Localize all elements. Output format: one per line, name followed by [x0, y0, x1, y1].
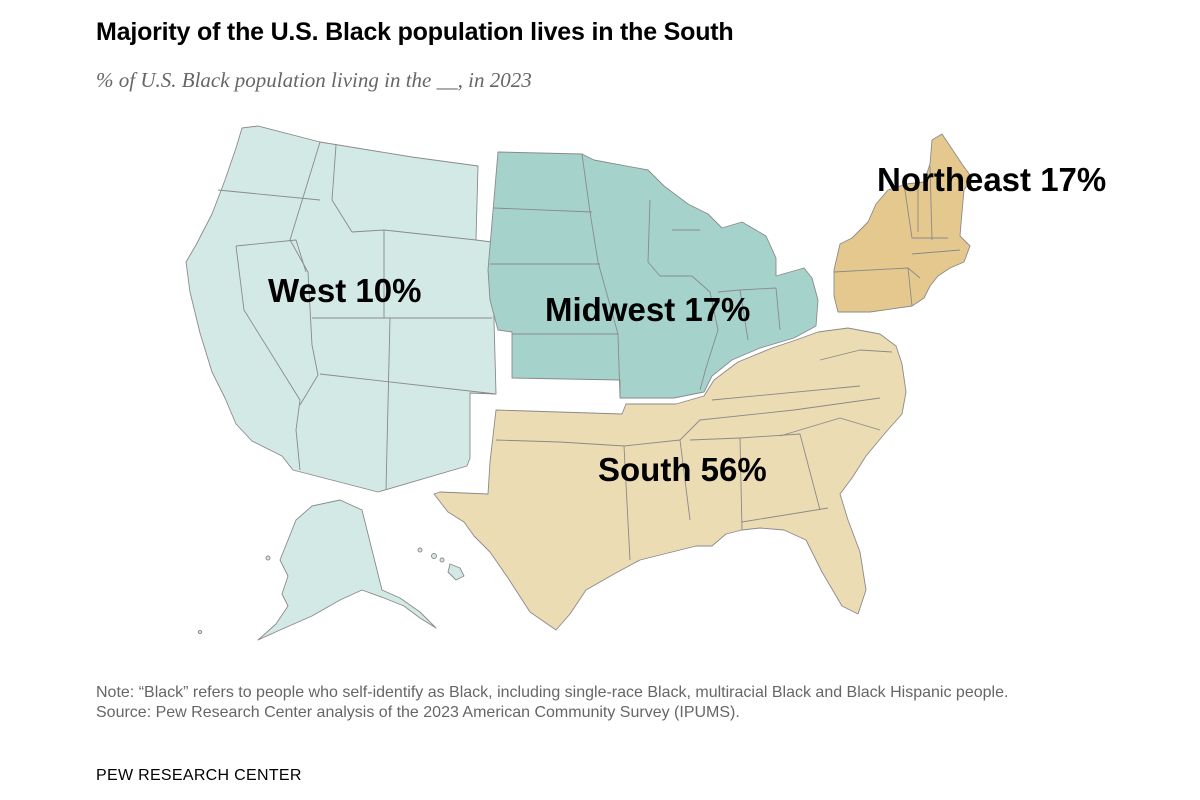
- chart-subtitle: % of U.S. Black population living in the…: [96, 68, 532, 92]
- region-west-shape: [185, 125, 497, 493]
- south-state-borders: [495, 349, 893, 561]
- source-text: Source: Pew Research Center analysis of …: [96, 704, 740, 721]
- footer-notes: Note: “Black” refers to people who self-…: [96, 683, 1106, 723]
- chart-title: Majority of the U.S. Black population li…: [96, 18, 734, 46]
- west-state-borders: [217, 141, 497, 491]
- region-midwest[interactable]: [487, 151, 819, 399]
- note-text: Note: “Black” refers to people who self-…: [96, 684, 1009, 701]
- region-west[interactable]: [185, 125, 497, 641]
- region-label-west: West 10%: [268, 272, 421, 309]
- region-midwest-shape: [487, 151, 819, 399]
- brand-logo-text: PEW RESEARCH CENTER: [96, 767, 302, 784]
- region-northeast[interactable]: [833, 133, 973, 313]
- hawaii-shape: [447, 563, 465, 581]
- region-south[interactable]: [433, 327, 907, 631]
- region-label-south: South 56%: [598, 451, 767, 488]
- alaska-shape: [257, 499, 437, 641]
- region-south-shape: [433, 327, 907, 631]
- northeast-state-borders: [833, 165, 961, 307]
- midwest-state-borders: [490, 153, 781, 399]
- region-label-midwest: Midwest 17%: [545, 291, 750, 328]
- region-label-northeast: Northeast 17%: [877, 161, 1106, 198]
- region-northeast-shape: [833, 133, 973, 313]
